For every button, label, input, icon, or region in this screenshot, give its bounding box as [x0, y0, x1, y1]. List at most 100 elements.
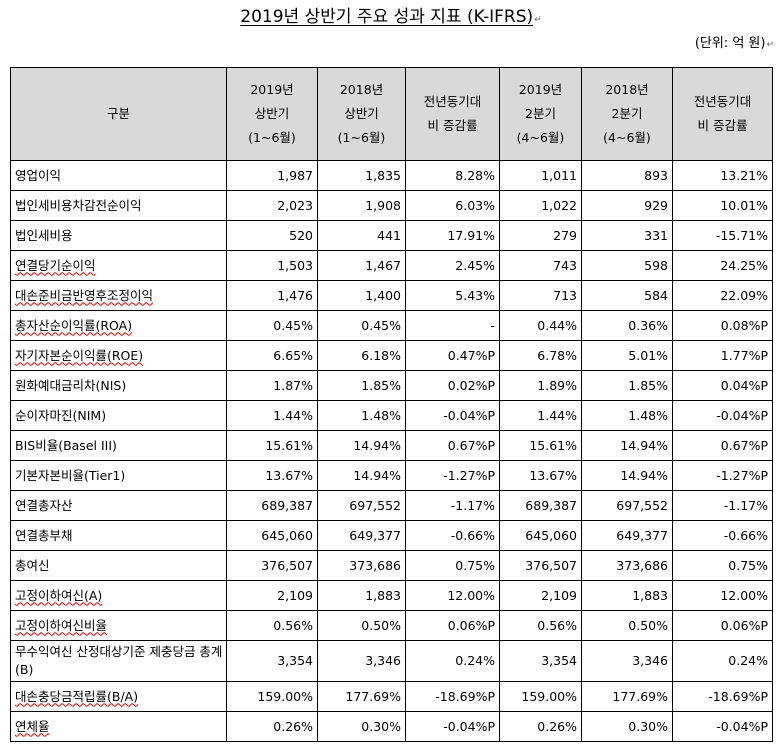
column-header-line: 2018년 [605, 82, 649, 97]
row-label-text: 연결당기순이익 [15, 257, 96, 273]
table-row: 자기자본순이익률(ROE) 6.65% 6.18% 0.47%P 6.78% 5.01% 1… [10, 340, 773, 371]
table-cell: -0.04%P [672, 711, 773, 742]
paragraph-mark-icon: ↵ [766, 40, 774, 50]
column-header-line: (1~6월) [248, 130, 296, 145]
table-cell: 645,060 [226, 520, 318, 551]
table-cell: 1.44% [226, 400, 318, 431]
table-cell: 3,346 [317, 640, 406, 682]
header-row: 구분 2019년 상반기 (1~6월) 2018년 상반기 (1~6월) 전년동기대 비 증감률… [10, 67, 773, 161]
table-cell: 0.50% [317, 610, 406, 641]
column-header-line: 전년동기대 [693, 94, 752, 109]
column-header-line: 비 증감률 [427, 118, 478, 133]
column-header-line: 전년동기대 [423, 94, 482, 109]
row-label: 대손준비금반영후조정이익 [10, 280, 227, 311]
table-cell: 520 [226, 220, 318, 251]
paragraph-mark-icon: ↵ [534, 15, 542, 25]
table-cell: 0.06%P [405, 610, 500, 641]
table-cell: 598 [581, 250, 673, 281]
table-cell: 0.67%P [405, 430, 500, 461]
table-row: 연결총부채 645,060 649,377 -0.66% 645,060 649,377-… [10, 520, 773, 551]
row-label-text: 자기자본순이익률(ROE) [15, 347, 144, 363]
column-header-line: (4~6월) [516, 130, 565, 145]
table-cell: 6.03% [405, 190, 500, 221]
table-cell: 12.00% [672, 580, 773, 611]
performance-table: 구분 2019년 상반기 (1~6월) 2018년 상반기 (1~6월) 전년동기대 비 증감률… [10, 67, 773, 742]
column-header-line: (4~6월) [603, 130, 651, 145]
table-cell: 6.65% [226, 340, 318, 371]
table-cell: 5.01% [581, 340, 673, 371]
column-header: 구분 [10, 67, 227, 161]
table-cell: 13.67% [499, 460, 582, 491]
table-cell: 1.48% [581, 400, 673, 431]
table-cell: -0.66% [672, 520, 773, 551]
table-cell: 0.26% [226, 711, 318, 742]
table-cell: 0.67%P [672, 430, 773, 461]
table-cell: 6.18% [317, 340, 406, 371]
row-label-text: 기본자본비율(Tier1) [15, 467, 126, 483]
table-cell: 0.56% [226, 610, 318, 641]
table-cell: 1.85% [317, 370, 406, 401]
table-cell: 17.91% [405, 220, 500, 251]
row-label: 기본자본비율(Tier1) [10, 460, 227, 491]
table-cell: 376,507 [226, 550, 318, 581]
table-cell: 1.48% [317, 400, 406, 431]
table-cell: 14.94% [317, 460, 406, 491]
table-cell: 331 [581, 220, 673, 251]
row-label-text: 고정이하여신비율 [15, 617, 108, 633]
table-cell: 697,552 [581, 490, 673, 521]
row-label: 고정이하여신비율 [10, 610, 227, 641]
table-cell: 2,109 [226, 580, 318, 611]
table-cell: 12.00% [405, 580, 500, 611]
table-cell: -1.27%P [672, 460, 773, 491]
table-cell: 0.36% [581, 310, 673, 341]
unit-text: (단위: 억 원) [694, 36, 766, 51]
table-row: 법인세비용차감전순이익 2,023 1,908 6.03% 1,022 929 10.01% [10, 190, 773, 221]
column-header-line: 2분기 [525, 106, 556, 121]
table-cell: 584 [581, 280, 673, 311]
table-cell: -0.04%P [405, 400, 500, 431]
column-header: 2018년 2분기 (4~6월) [581, 67, 673, 161]
table-cell: 1,908 [317, 190, 406, 221]
row-label-text: 총여신 [15, 557, 50, 573]
table-cell: 2,109 [499, 580, 582, 611]
row-label-text: 연결총부채 [15, 527, 73, 543]
table-cell: 689,387 [226, 490, 318, 521]
table-cell: 14.94% [581, 430, 673, 461]
table-cell: 177.69% [581, 681, 673, 712]
table-cell: 13.67% [226, 460, 318, 491]
table-cell: 1.87% [226, 370, 318, 401]
column-header-line: 2분기 [611, 106, 643, 121]
row-label-text: 무수익여신 산정대상기준 제충당금 총계(B) [15, 644, 223, 677]
table-cell: 0.24% [672, 640, 773, 682]
table-cell: -1.17% [405, 490, 500, 521]
table-row: 총여신 376,507 373,686 0.75% 376,507 373,686 0.75… [10, 550, 773, 581]
table-cell: 1,835 [317, 160, 406, 191]
column-header-line: (1~6월) [337, 130, 386, 145]
table-cell: 14.94% [317, 430, 406, 461]
table-cell: 3,354 [499, 640, 582, 682]
row-label: 순이자마진(NIM) [10, 400, 227, 431]
table-cell: 5.43% [405, 280, 500, 311]
table-cell: 0.26% [499, 711, 582, 742]
row-label-text: 법인세비용차감전순이익 [15, 197, 142, 213]
column-header: 전년동기대 비 증감률 [672, 67, 773, 161]
table-cell: 6.78% [499, 340, 582, 371]
column-header-line: 상반기 [344, 106, 379, 121]
table-cell: 2.45% [405, 250, 500, 281]
row-label-text: 연결총자산 [15, 497, 73, 513]
table-cell: 0.30% [317, 711, 406, 742]
table-cell: 24.25% [672, 250, 773, 281]
table-cell: 22.09% [672, 280, 773, 311]
table-cell: 0.30% [581, 711, 673, 742]
table-row: 고정이하여신(A) 2,109 1,883 12.00% 2,109 1,883 12.00… [10, 580, 773, 611]
column-header-line: 2019년 [250, 82, 294, 97]
row-label-text: 고정이하여신(A) [15, 587, 103, 603]
table-cell: - [405, 310, 500, 341]
table-cell: 0.47%P [405, 340, 500, 371]
column-header-line: 2018년 [339, 82, 384, 97]
row-label: 자기자본순이익률(ROE) [10, 340, 227, 371]
table-cell: 376,507 [499, 550, 582, 581]
table-cell: 1.77%P [672, 340, 773, 371]
table-cell: 0.56% [499, 610, 582, 641]
